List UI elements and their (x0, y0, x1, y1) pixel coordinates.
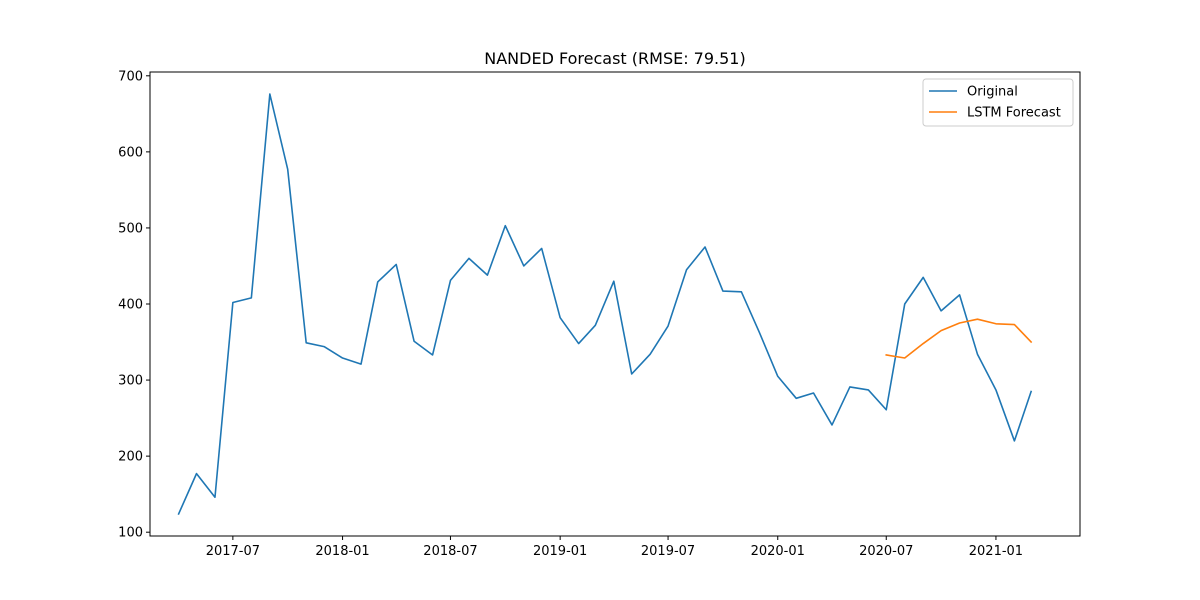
x-tick-label: 2018-07 (423, 544, 477, 559)
x-tick-label: 2019-01 (533, 544, 587, 559)
y-tick-label: 600 (118, 145, 143, 160)
y-tick-label: 300 (118, 374, 143, 389)
y-axis: 100 200 300 400 500 600 700 (118, 69, 150, 541)
series-line-lstm-forecast (885, 318, 1033, 359)
x-tick-label: 2020-07 (859, 544, 913, 559)
x-tick-label: 2017-07 (206, 544, 260, 559)
x-tick-label: 2021-01 (969, 544, 1023, 559)
series-line-original (177, 93, 1033, 515)
legend: Original LSTM Forecast (922, 78, 1074, 127)
x-axis: 2017-07 2018-01 2018-07 2019-01 2019-07 2020-… (206, 536, 1023, 559)
legend-label: Original (967, 85, 1018, 100)
chart-title: NANDED Forecast (RMSE: 79.51) (484, 49, 745, 68)
y-tick-label: 500 (118, 221, 143, 236)
x-tick-label: 2019-07 (641, 544, 695, 559)
y-tick-label: 700 (118, 69, 143, 84)
x-tick-label: 2020-01 (751, 544, 805, 559)
y-tick-label: 200 (118, 450, 143, 465)
series-layer (177, 93, 1033, 515)
x-tick-label: 2018-01 (315, 544, 369, 559)
legend-box (922, 78, 1074, 127)
y-tick-label: 100 (118, 526, 143, 541)
legend-label: LSTM Forecast (967, 106, 1061, 121)
y-tick-label: 400 (118, 298, 143, 313)
plot-frame (149, 71, 1081, 537)
